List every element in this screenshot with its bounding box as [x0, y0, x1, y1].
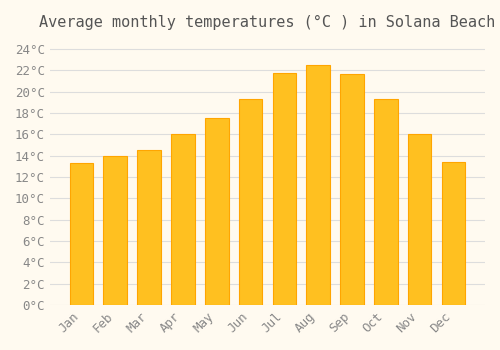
Bar	[408, 134, 432, 305]
Bar	[442, 162, 465, 305]
Title: Average monthly temperatures (°C ) in Solana Beach: Average monthly temperatures (°C ) in So…	[40, 15, 496, 30]
Bar	[104, 155, 127, 305]
Bar	[138, 150, 161, 305]
Bar	[306, 65, 330, 305]
Bar	[70, 163, 94, 305]
Bar	[340, 75, 364, 305]
Bar	[272, 74, 296, 305]
Bar	[171, 134, 194, 305]
Bar	[205, 118, 229, 305]
Bar	[238, 99, 262, 305]
Bar	[374, 99, 398, 305]
